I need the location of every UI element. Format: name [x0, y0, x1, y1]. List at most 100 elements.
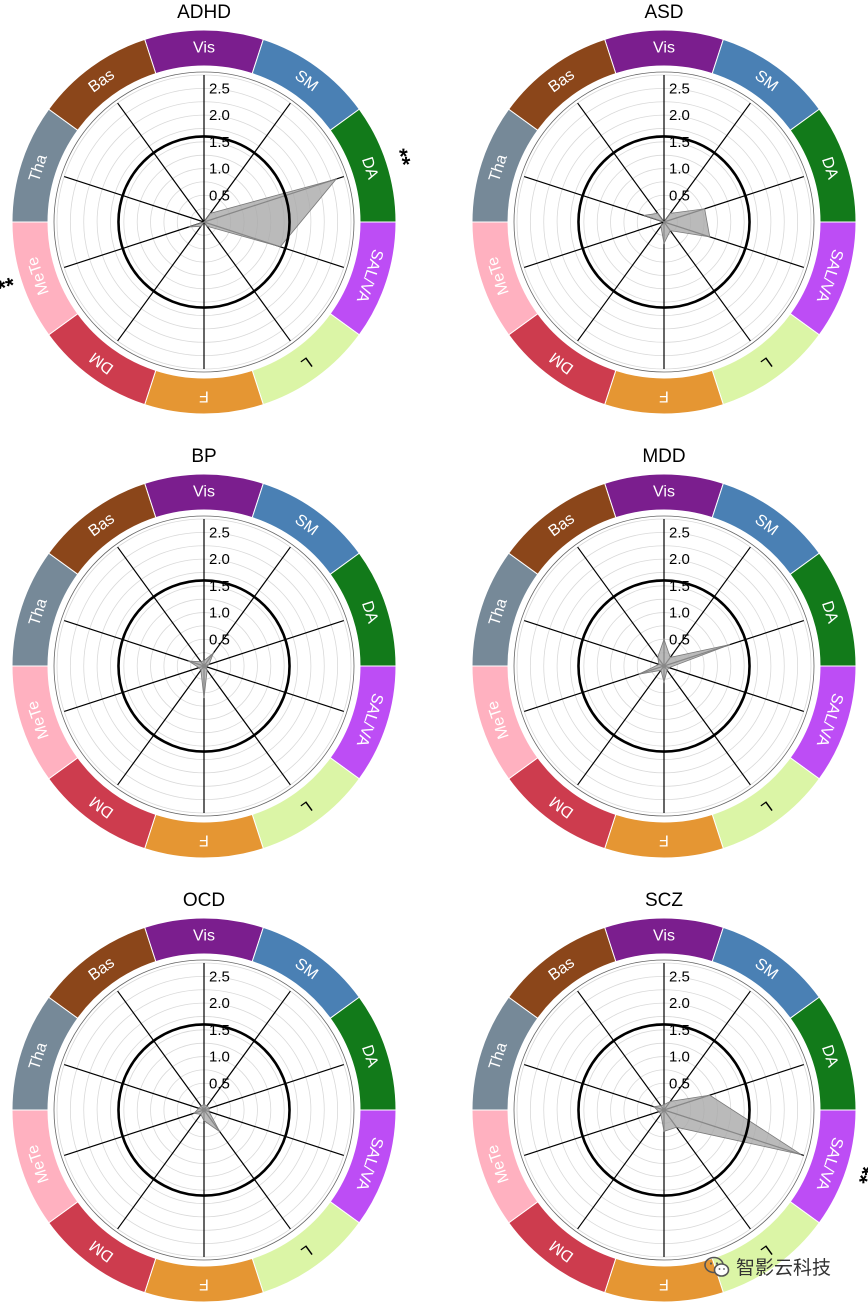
- radar-spoke: [524, 221, 665, 268]
- panel-title: SCZ: [645, 890, 683, 911]
- threshold-circle: [117, 135, 291, 309]
- radial-tick-label: 1.5: [209, 578, 230, 595]
- radar-frame: [53, 71, 355, 373]
- radar-spoke: [577, 221, 665, 342]
- radar-spoke: [64, 620, 205, 667]
- radar-panel-scz: SCZVisSMDASAL/VALFDMMeTeThaBas0.51.01.52…: [471, 890, 868, 1303]
- radial-tick-label: 1.5: [669, 1022, 690, 1039]
- data-polygon: [652, 1094, 802, 1155]
- radar-panel-bp: BPVisSMDASAL/VALFDMMeTeThaBas0.51.01.52.…: [11, 446, 397, 859]
- radar-spoke: [117, 990, 205, 1111]
- radar-spoke: [524, 1109, 665, 1156]
- radar-spoke: [203, 990, 291, 1111]
- radar-spoke: [663, 221, 751, 342]
- radar-spoke: [663, 665, 804, 712]
- significance-marker: **: [387, 146, 416, 170]
- network-label: DA: [358, 599, 381, 626]
- radial-tick-label: 2.5: [669, 968, 690, 985]
- radar-spoke: [203, 221, 291, 342]
- network-label: F: [659, 1276, 669, 1293]
- radar-spoke: [203, 546, 291, 667]
- radar-spoke: [203, 665, 344, 712]
- wechat-icon: [704, 1256, 730, 1277]
- radar-frame: [53, 959, 355, 1261]
- radial-tick-label: 1.5: [669, 578, 690, 595]
- threshold-circle: [577, 1023, 751, 1197]
- radar-panel-ocd: OCDVisSMDASAL/VALFDMMeTeThaBas0.51.01.52…: [11, 890, 397, 1303]
- radial-tick-label: 2.5: [209, 968, 230, 985]
- panel-title: OCD: [183, 890, 225, 911]
- radial-tick-label: 0.5: [209, 187, 230, 204]
- network-segment-bas: [507, 482, 617, 576]
- radial-tick-label: 2.0: [669, 551, 690, 568]
- radar-spoke: [117, 665, 205, 786]
- watermark-text: 智影云科技: [736, 1257, 832, 1279]
- radial-tick-label: 2.0: [209, 995, 230, 1012]
- radial-tick-label: 2.5: [669, 524, 690, 541]
- radial-tick-label: 1.0: [209, 1049, 230, 1066]
- radial-tick-label: 0.5: [209, 631, 230, 648]
- radar-spoke: [117, 546, 205, 667]
- network-label: F: [659, 832, 669, 849]
- threshold-circle: [577, 135, 751, 309]
- network-label: Vis: [193, 484, 215, 501]
- network-label: Vis: [653, 928, 675, 945]
- radar-spoke: [524, 620, 665, 667]
- radial-tick-label: 2.0: [669, 995, 690, 1012]
- radar-spoke: [577, 990, 665, 1111]
- radar-spoke: [524, 176, 665, 223]
- radar-panel-asd: ASDVisSMDASAL/VALFDMMeTeThaBas0.51.01.52…: [471, 2, 857, 415]
- network-segment-bas: [507, 926, 617, 1020]
- radial-tick-label: 2.5: [209, 524, 230, 541]
- radial-tick-label: 1.0: [209, 161, 230, 178]
- network-label: DA: [818, 599, 841, 626]
- radar-spoke: [203, 620, 344, 667]
- network-label: F: [199, 832, 209, 849]
- network-label: F: [659, 388, 669, 405]
- radar-spoke: [524, 1064, 665, 1111]
- network-label: DA: [358, 155, 381, 182]
- radial-tick-label: 1.0: [669, 605, 690, 622]
- radar-spoke: [577, 665, 665, 786]
- radial-tick-label: 1.5: [209, 134, 230, 151]
- radial-tick-label: 2.0: [669, 107, 690, 124]
- radar-spoke: [203, 102, 291, 223]
- radial-tick-label: 1.0: [669, 161, 690, 178]
- significance-marker: **: [847, 1162, 868, 1186]
- radar-spoke: [64, 665, 205, 712]
- radial-tick-label: 0.5: [669, 631, 690, 648]
- radar-frame: [53, 515, 355, 817]
- network-segment-bas: [47, 926, 157, 1020]
- panel-title: ASD: [644, 2, 683, 23]
- radar-frame: [513, 515, 815, 817]
- radar-spoke: [64, 176, 205, 223]
- panel-title: BP: [191, 446, 216, 467]
- network-label: DA: [818, 1043, 841, 1070]
- threshold-circle: [117, 1023, 291, 1197]
- radar-spoke: [663, 1109, 751, 1230]
- panel-title: MDD: [642, 446, 685, 467]
- radar-panel-mdd: MDDVisSMDASAL/VALFDMMeTeThaBas0.51.01.52…: [471, 446, 857, 859]
- radar-spoke: [663, 990, 751, 1111]
- radar-spoke: [117, 1109, 205, 1230]
- network-segment-bas: [47, 482, 157, 576]
- network-label: DA: [818, 155, 841, 182]
- radar-spoke: [577, 546, 665, 667]
- radial-tick-label: 1.5: [669, 134, 690, 151]
- radial-tick-label: 2.0: [209, 551, 230, 568]
- network-label: Vis: [193, 40, 215, 57]
- radar-spoke: [203, 665, 291, 786]
- radar-spoke: [577, 102, 665, 223]
- radar-spoke: [64, 221, 205, 268]
- network-segment-bas: [507, 38, 617, 132]
- watermark: 智影云科技: [704, 1253, 831, 1280]
- radar-spoke: [663, 546, 751, 667]
- radar-frame: [513, 71, 815, 373]
- network-label: DA: [358, 1043, 381, 1070]
- network-label: F: [199, 1276, 209, 1293]
- radar-spoke: [663, 102, 751, 223]
- radar-spoke: [117, 102, 205, 223]
- data-polygon: [643, 208, 711, 245]
- threshold-circle: [577, 579, 751, 753]
